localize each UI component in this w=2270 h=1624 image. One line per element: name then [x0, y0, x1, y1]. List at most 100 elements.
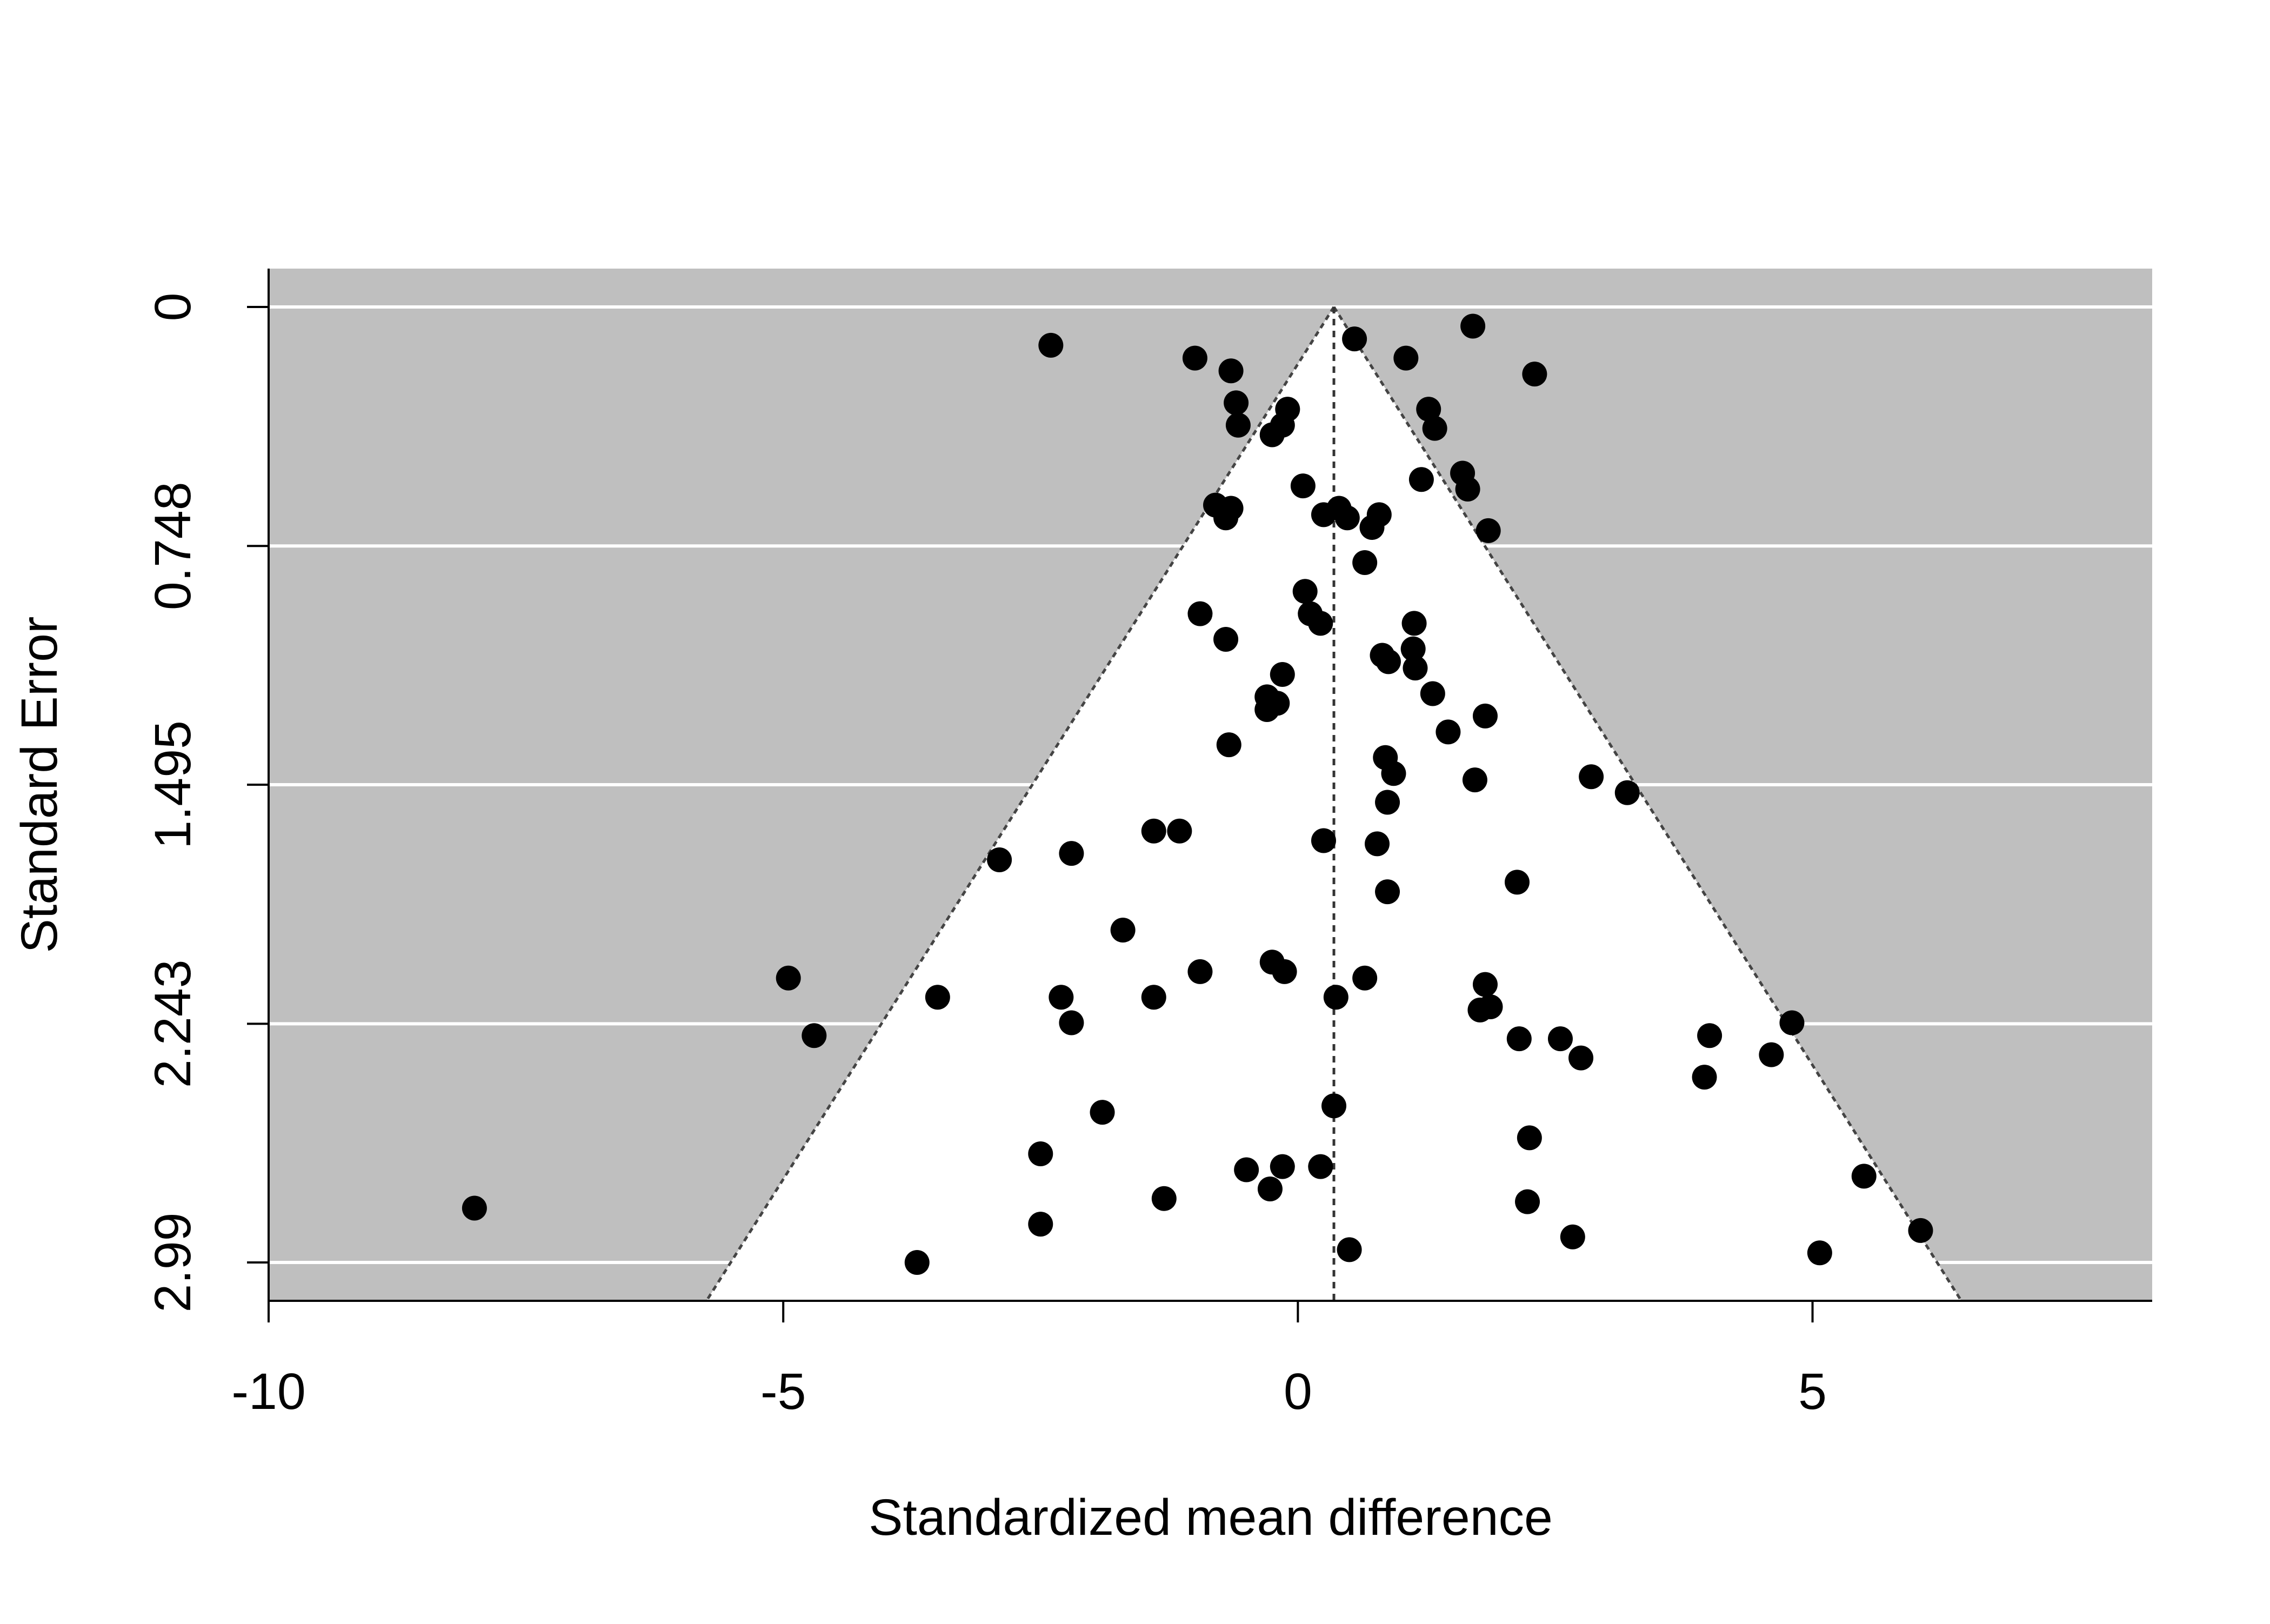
- data-point: [462, 1195, 487, 1221]
- data-point: [1462, 767, 1487, 793]
- data-point: [1568, 1045, 1594, 1071]
- funnel-right-boundary: [1332, 306, 1962, 1302]
- data-point: [1323, 985, 1348, 1010]
- data-point: [1476, 518, 1501, 543]
- x-axis-title: Standardized mean difference: [869, 1489, 1553, 1546]
- data-point: [1366, 502, 1392, 527]
- data-point: [1381, 761, 1406, 786]
- data-point: [1342, 326, 1367, 352]
- data-point: [1420, 681, 1445, 706]
- data-point: [1151, 1186, 1177, 1211]
- y-tick-label: 0.748: [144, 482, 202, 610]
- data-point: [904, 1250, 930, 1275]
- data-point: [1547, 1026, 1573, 1052]
- data-point: [1515, 1189, 1540, 1214]
- data-point: [1393, 345, 1419, 371]
- data-point: [1182, 345, 1207, 371]
- y-tick-label: 2.243: [144, 959, 202, 1088]
- data-point: [1908, 1218, 1933, 1243]
- data-point: [1270, 1154, 1295, 1179]
- data-point: [1311, 828, 1336, 853]
- data-point: [1234, 1157, 1259, 1182]
- data-point: [1028, 1212, 1053, 1237]
- y-axis-title: Standard Error: [11, 616, 68, 953]
- data-point: [1292, 579, 1318, 604]
- data-points: [462, 313, 1933, 1275]
- data-point: [1422, 416, 1447, 441]
- data-point: [1416, 397, 1441, 422]
- data-point: [1028, 1141, 1053, 1166]
- data-point: [1259, 422, 1285, 447]
- data-point: [1506, 1026, 1532, 1052]
- data-point: [1375, 790, 1400, 815]
- data-point: [925, 985, 950, 1010]
- data-point: [1522, 362, 1547, 387]
- data-point: [1290, 473, 1316, 499]
- data-point: [1141, 818, 1166, 844]
- data-point: [776, 965, 801, 991]
- data-point: [1334, 505, 1360, 531]
- x-tick-label: -5: [760, 1363, 806, 1420]
- data-point: [1167, 818, 1192, 844]
- data-point: [1218, 358, 1244, 384]
- axes: -10 -5 0 5 0 0.748 1.495 2.243 2.99: [144, 269, 2152, 1420]
- data-point: [1272, 959, 1297, 984]
- data-point: [1759, 1042, 1784, 1067]
- data-point: [1478, 994, 1503, 1019]
- y-tick-label: 0: [144, 293, 202, 322]
- data-point: [1517, 1125, 1542, 1151]
- data-point: [1614, 780, 1640, 805]
- data-point: [1472, 972, 1498, 997]
- data-point: [1270, 661, 1295, 687]
- data-point: [1505, 870, 1530, 895]
- data-point: [1141, 985, 1166, 1010]
- y-tick-label: 1.495: [144, 720, 202, 849]
- data-point: [1213, 626, 1239, 652]
- data-point: [1455, 477, 1480, 502]
- y-tick-label: 2.99: [144, 1213, 202, 1313]
- data-point: [1560, 1224, 1585, 1249]
- data-point: [1110, 918, 1136, 943]
- data-point: [1308, 611, 1333, 636]
- data-point: [1216, 732, 1241, 758]
- data-point: [1059, 841, 1084, 866]
- x-tick-label: -10: [231, 1363, 305, 1420]
- data-point: [1692, 1065, 1717, 1090]
- data-point: [1376, 649, 1401, 674]
- data-point: [1460, 313, 1486, 339]
- data-point: [1049, 985, 1074, 1010]
- funnel-region: [706, 306, 1961, 1301]
- data-point: [1375, 879, 1400, 905]
- funnel-left-boundary: [705, 306, 1336, 1302]
- data-point: [1090, 1100, 1115, 1125]
- data-point: [1697, 1023, 1722, 1048]
- data-point: [1401, 611, 1427, 636]
- data-point: [1337, 1237, 1362, 1262]
- data-point: [1365, 831, 1390, 857]
- data-point: [1400, 636, 1426, 661]
- data-point: [1436, 719, 1461, 745]
- data-point: [1059, 1010, 1084, 1035]
- data-point: [1038, 332, 1064, 358]
- data-point: [1257, 1177, 1283, 1202]
- data-point: [1851, 1164, 1877, 1189]
- data-point: [1472, 703, 1498, 729]
- data-point: [1187, 601, 1213, 626]
- data-point: [987, 847, 1012, 872]
- data-point: [1225, 412, 1251, 438]
- x-tick-label: 5: [1798, 1363, 1827, 1420]
- data-point: [1579, 764, 1604, 790]
- data-point: [1779, 1010, 1805, 1035]
- data-point: [1254, 697, 1280, 723]
- data-point: [1308, 1154, 1333, 1179]
- x-tick-label: 0: [1284, 1363, 1312, 1420]
- data-point: [1408, 467, 1434, 492]
- data-point: [1352, 965, 1378, 991]
- data-point: [1807, 1240, 1832, 1266]
- data-point: [802, 1023, 827, 1048]
- data-point: [1224, 390, 1249, 416]
- data-point: [1213, 505, 1239, 531]
- data-point: [1187, 959, 1213, 984]
